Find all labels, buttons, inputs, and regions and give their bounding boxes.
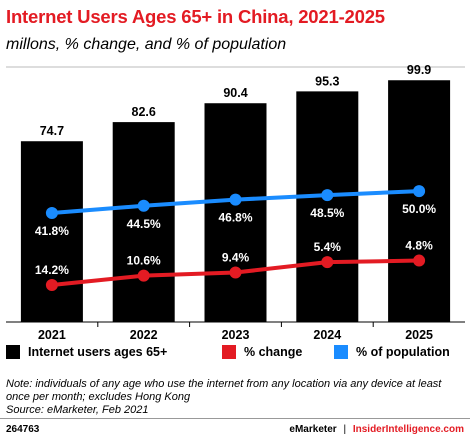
legend-label-population: % of population [356, 345, 450, 359]
change-label-2024: 5.4% [314, 240, 342, 254]
population-label-2022: 44.5% [127, 217, 161, 231]
legend-item-change: % change [222, 345, 302, 359]
chart-note: Note: individuals of any age who use the… [6, 378, 466, 417]
population-label-2023: 46.8% [218, 211, 252, 225]
legend-label-users: Internet users ages 65+ [28, 345, 168, 359]
change-point-2025 [413, 254, 426, 267]
bar-users-2022 [112, 122, 175, 322]
x-tick-label-2022: 2022 [130, 328, 158, 340]
population-point-2023 [229, 193, 242, 206]
bar-label-2023: 90.4 [223, 86, 247, 100]
brand-separator: | [343, 424, 347, 435]
note-text: Note: individuals of any age who use the… [6, 378, 442, 403]
bar-users-2021 [20, 141, 83, 322]
change-label-2025: 4.8% [405, 239, 433, 253]
legend-item-population: % of population [334, 345, 450, 359]
change-label-2022: 10.6% [127, 254, 161, 268]
bar-label-2024: 95.3 [315, 74, 339, 88]
x-tick-label-2024: 2024 [313, 328, 341, 340]
change-point-2024 [321, 256, 334, 269]
change-point-2021 [45, 279, 58, 291]
chart-title: Internet Users Ages 65+ in China, 2021-2… [6, 6, 385, 27]
population-point-2024 [321, 189, 334, 202]
population-point-2021 [45, 207, 58, 219]
x-tick-label-2021: 2021 [38, 328, 66, 340]
change-point-2023 [229, 266, 242, 279]
bar-label-2021: 74.7 [40, 124, 64, 138]
population-label-2025: 50.0% [402, 202, 436, 216]
footer-divider [0, 418, 470, 419]
x-tick-label-2025: 2025 [405, 328, 433, 340]
population-label-2024: 48.5% [310, 206, 344, 220]
population-point-2022 [137, 199, 150, 212]
brand-insider-intelligence: InsiderIntelligence.com [352, 424, 464, 435]
legend-swatch-change [222, 345, 236, 359]
population-point-2025 [413, 185, 426, 198]
legend-swatch-population [334, 345, 348, 359]
bar-users-2024 [296, 91, 359, 323]
x-tick-label-2023: 2023 [222, 328, 250, 340]
change-point-2022 [137, 269, 150, 282]
chart-id: 264763 [6, 424, 40, 435]
bar-label-2025: 99.9 [407, 63, 431, 77]
population-label-2021: 41.8% [35, 224, 69, 238]
source-text: Source: eMarketer, Feb 2021 [6, 404, 149, 416]
chart-subtitle: millons, % change, and % of population [6, 36, 287, 53]
bar-users-2025 [388, 80, 451, 322]
legend-swatch-users [6, 345, 20, 359]
footer-brand: eMarketer | InsiderIntelligence.com [289, 424, 464, 435]
chart-plot: 74.7 82.6 90.4 95.3 99.9 2021 2022 2023 2024 2025… [6, 63, 465, 340]
bar-label-2022: 82.6 [132, 105, 156, 119]
change-label-2021: 14.2% [35, 263, 69, 277]
legend-label-change: % change [244, 345, 303, 359]
change-label-2023: 9.4% [222, 251, 250, 265]
bar-users-2023 [204, 103, 267, 323]
legend-item-users: Internet users ages 65+ [6, 345, 167, 359]
brand-emarketer: eMarketer [289, 424, 337, 435]
